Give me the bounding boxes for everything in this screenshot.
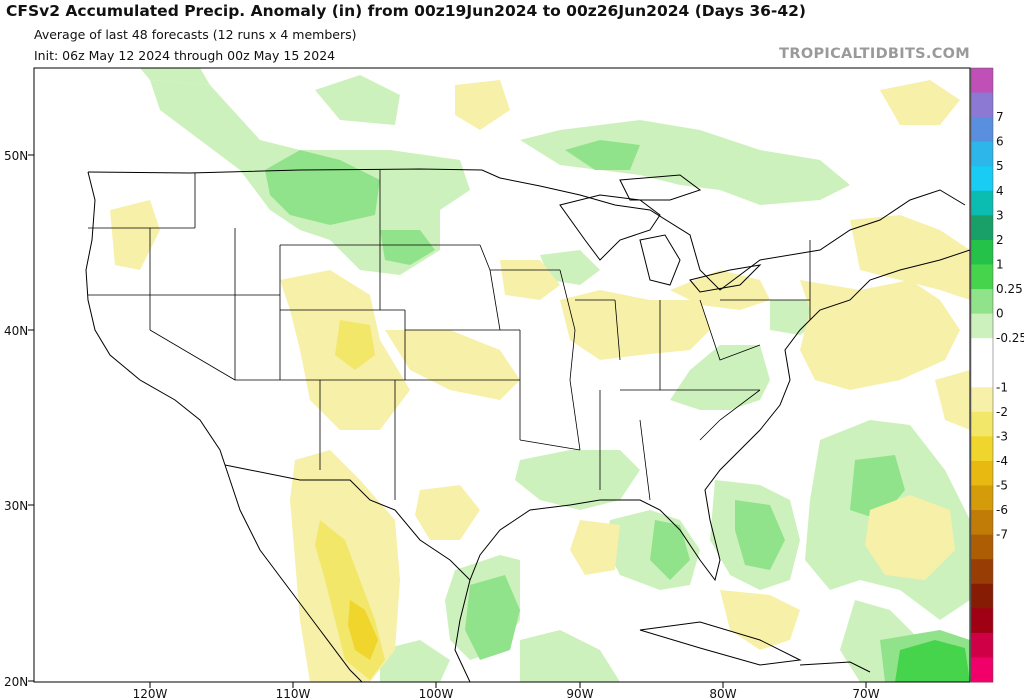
colorbar-swatch xyxy=(971,117,993,143)
colorbar-swatch xyxy=(971,264,993,290)
colorbar-swatch xyxy=(971,92,993,118)
colorbar-swatch xyxy=(971,632,993,658)
colorbar-swatch xyxy=(971,166,993,192)
colorbar-swatch xyxy=(971,460,993,487)
wet-anomaly-strong xyxy=(895,640,970,682)
longitude-ticks xyxy=(149,682,867,688)
lon-label-120w: 120W xyxy=(133,687,168,700)
lat-label-40n: 40N xyxy=(4,324,28,338)
colorbar-swatch xyxy=(971,485,993,511)
colorbar-label: -5 xyxy=(996,479,1008,493)
colorbar-label: 6 xyxy=(996,135,1004,149)
colorbar-swatch xyxy=(971,190,993,216)
colorbar-swatch xyxy=(971,436,993,462)
colorbar-label: -3 xyxy=(996,429,1008,443)
chart-title: CFSv2 Accumulated Precip. Anomaly (in) f… xyxy=(6,2,807,20)
colorbar-label: 2 xyxy=(996,233,1004,247)
colorbar-label: 0.25 xyxy=(996,282,1023,296)
colorbar-label: -7 xyxy=(996,528,1008,542)
init-time-text: Init: 06z May 12 2024 through 00z May 15… xyxy=(34,48,336,63)
lon-label-70w: 70W xyxy=(852,687,879,700)
state-lines xyxy=(88,170,811,501)
lat-label-30n: 30N xyxy=(4,499,28,513)
political-boundaries xyxy=(85,168,970,682)
colorbar-label: 3 xyxy=(996,208,1004,222)
colorbar-swatch xyxy=(971,387,993,413)
colorbar-swatch xyxy=(971,583,993,609)
colorbar-frame xyxy=(970,67,994,683)
map-frame xyxy=(33,67,971,683)
colorbar-swatch xyxy=(971,141,993,167)
lon-label-90w: 90W xyxy=(566,687,593,700)
colorbar-swatch xyxy=(971,362,993,388)
colorbar-label: -1 xyxy=(996,380,1008,394)
colorbar-swatch xyxy=(971,510,993,536)
lon-label-80w: 80W xyxy=(709,687,736,700)
colorbar-swatch xyxy=(971,338,993,364)
colorbar-swatch xyxy=(971,215,993,241)
lon-label-100w: 100W xyxy=(419,687,454,700)
colorbar-labels: 7 6 5 4 3 2 1 0.25 0 -0.25 -1 -2 -3 -4 -5 -6 -7 xyxy=(996,110,1024,542)
colorbar-swatch xyxy=(971,68,993,94)
colorbar-label: -4 xyxy=(996,454,1008,468)
lat-label-20n: 20N xyxy=(4,675,28,689)
latitude-ticks xyxy=(28,154,34,682)
colorbar-swatch xyxy=(971,608,993,634)
colorbar-swatch xyxy=(971,239,993,265)
anomaly-fields xyxy=(110,68,970,682)
colorbar-label: 0 xyxy=(996,307,1004,321)
chart-subtitle: Average of last 48 forecasts (12 runs x … xyxy=(34,27,357,42)
colorbar-swatch xyxy=(971,411,993,437)
colorbar-swatch xyxy=(971,657,993,683)
brand-watermark: TROPICALTIDBITS.COM xyxy=(779,46,970,62)
colorbar-label: 5 xyxy=(996,159,1004,173)
lat-label-50n: 50N xyxy=(4,149,28,163)
colorbar-label: -2 xyxy=(996,405,1008,419)
colorbar-label: -6 xyxy=(996,503,1008,517)
colorbar-label: 7 xyxy=(996,110,1004,124)
colorbar-swatch xyxy=(971,559,993,585)
colorbar-label: 1 xyxy=(996,257,1004,271)
colorbar-swatch xyxy=(971,534,993,560)
colorbar xyxy=(970,67,994,683)
colorbar-label: 4 xyxy=(996,184,1004,198)
lon-label-110w: 110W xyxy=(276,687,311,700)
dry-anomaly-strong xyxy=(348,600,378,660)
colorbar-label: -0.25 xyxy=(996,331,1024,345)
colorbar-swatch xyxy=(971,313,993,339)
colorbar-swatch xyxy=(971,289,993,315)
